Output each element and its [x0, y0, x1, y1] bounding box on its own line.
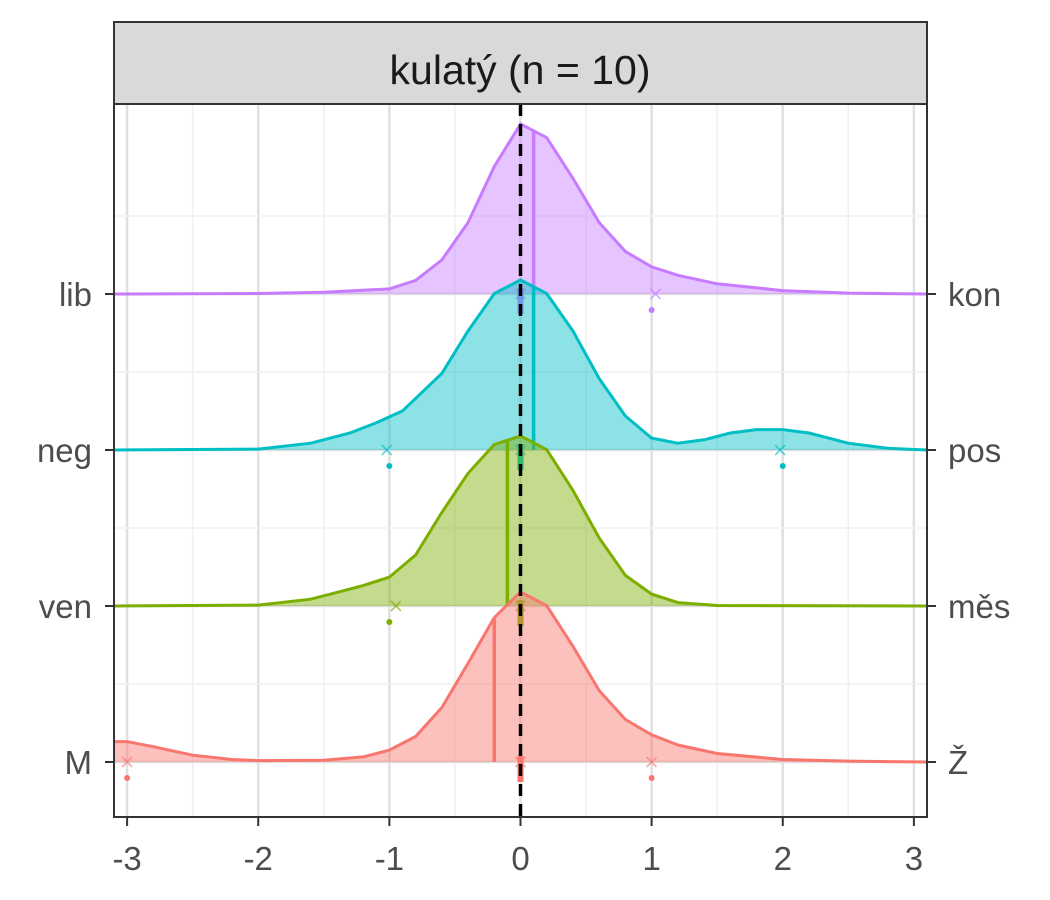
x-axis: -3 -2 -1 0 1 2 3	[112, 817, 923, 877]
cross-marker	[649, 288, 662, 300]
cross-marker	[645, 756, 658, 768]
cross-marker	[774, 444, 786, 456]
density-area	[114, 436, 927, 606]
density-curve	[114, 590, 928, 764]
left-y-label: lib	[59, 276, 92, 313]
density-curve	[113, 122, 928, 296]
left-y-label: neg	[37, 432, 92, 469]
zero-marker	[517, 444, 524, 470]
left-y-label: ven	[39, 588, 92, 625]
facet-strip: kulatý (n = 10)	[113, 21, 928, 105]
x-tick-label: 1	[642, 840, 660, 877]
cross-stroke	[381, 444, 393, 456]
density-curve	[113, 278, 928, 452]
cross-marker	[390, 600, 402, 612]
x-tick-label: -3	[112, 840, 141, 877]
facet-title: kulatý (n = 10)	[390, 47, 651, 93]
right-y-label: pos	[948, 432, 1001, 469]
data-point	[779, 463, 786, 469]
cross-stroke	[649, 288, 662, 300]
cross-stroke	[121, 756, 133, 768]
data-point	[386, 463, 393, 469]
x-tick-label: 3	[905, 840, 923, 877]
cross-marker	[121, 756, 133, 768]
cross-stroke	[645, 756, 658, 768]
cross-marker	[381, 444, 393, 456]
data-point	[517, 775, 524, 781]
cross-stroke	[774, 444, 786, 456]
density-curve	[113, 434, 928, 608]
x-tick-label: -1	[375, 840, 404, 877]
x-tick-label: 0	[511, 840, 529, 877]
cross-stroke	[514, 756, 527, 768]
right-y-label: kon	[948, 276, 1001, 313]
cross-marker	[514, 756, 527, 768]
cross-stroke	[390, 600, 402, 612]
data-point	[648, 775, 655, 781]
data-point	[124, 775, 131, 781]
data-point	[517, 619, 524, 625]
x-tick-label: -2	[244, 840, 273, 877]
ridge-M	[114, 590, 928, 782]
data-point	[648, 307, 655, 313]
x-tick-label: 2	[774, 840, 792, 877]
right-y-label: měs	[948, 588, 1010, 625]
facet-strip-background	[113, 21, 928, 105]
zero-marker	[517, 288, 524, 314]
density-area	[114, 592, 927, 762]
right-y-label: Ž	[948, 744, 968, 781]
left-y-label: M	[65, 744, 93, 781]
data-point	[386, 619, 393, 625]
